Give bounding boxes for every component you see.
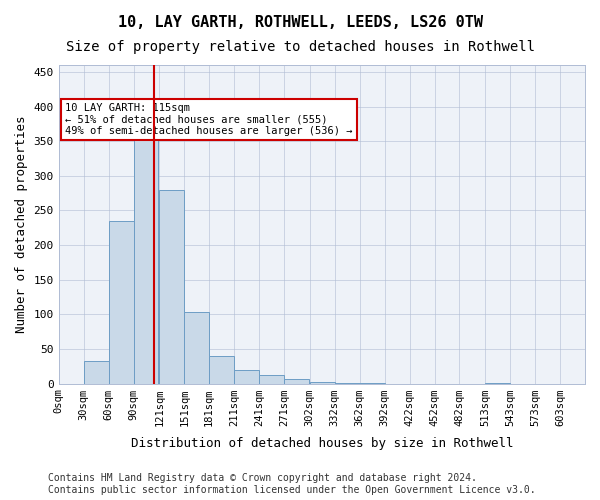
Text: Size of property relative to detached houses in Rothwell: Size of property relative to detached ho… [65,40,535,54]
X-axis label: Distribution of detached houses by size in Rothwell: Distribution of detached houses by size … [131,437,513,450]
Bar [109,221,134,384]
Bar [83,362,109,384]
Bar [209,356,234,384]
Bar [485,383,510,384]
Text: Contains HM Land Registry data © Crown copyright and database right 2024.
Contai: Contains HM Land Registry data © Crown c… [48,474,536,495]
Y-axis label: Number of detached properties: Number of detached properties [15,116,28,333]
Bar [134,132,158,384]
Bar [234,370,259,384]
Bar [159,190,184,384]
Bar [335,383,359,384]
Bar [284,380,309,384]
Bar [310,382,335,384]
Text: 10 LAY GARTH: 115sqm
← 51% of detached houses are smaller (555)
49% of semi-deta: 10 LAY GARTH: 115sqm ← 51% of detached h… [65,103,353,136]
Bar [359,383,385,384]
Bar [259,375,284,384]
Text: 10, LAY GARTH, ROTHWELL, LEEDS, LS26 0TW: 10, LAY GARTH, ROTHWELL, LEEDS, LS26 0TW [118,15,482,30]
Bar [184,312,209,384]
